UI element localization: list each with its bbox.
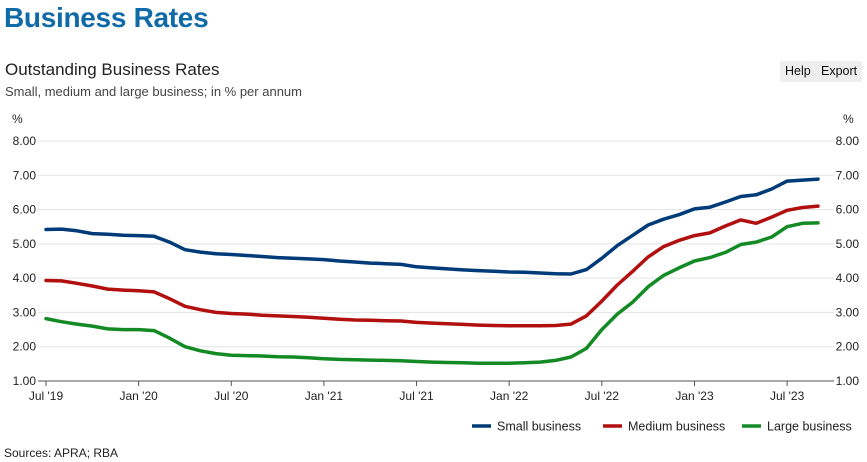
y-tick-label-left: 2.00	[13, 340, 37, 354]
y-tick-label-left: 6.00	[13, 203, 37, 217]
x-tick-label: Jan '20	[119, 389, 158, 403]
legend-label-small: Small business	[497, 420, 581, 434]
x-tick-label: Jan '21	[305, 389, 344, 403]
y-tick-label-left: 3.00	[13, 305, 37, 319]
axes: % % 1.00 1.00 2.00 2.00 3.00 3.00 4.00 4.00 5.00…	[12, 112, 859, 403]
export-button[interactable]: Export	[816, 61, 863, 82]
series-line-medium	[44, 204, 820, 328]
y-tick-label-left: 4.00	[13, 271, 37, 285]
series-line-large	[44, 221, 820, 365]
series-lines	[44, 177, 820, 365]
x-tick-label: Jan '22	[490, 389, 529, 403]
y-tick-label-left: 7.00	[13, 168, 37, 182]
legend: Small business Medium business Large busin…	[472, 420, 852, 434]
y-tick-label-right: 3.00	[836, 305, 860, 319]
x-tick-label: Jul '21	[399, 389, 434, 403]
y-tick-label-right: 4.00	[836, 271, 860, 285]
page-title: Business Rates	[4, 2, 209, 33]
y-tick-label-right: 2.00	[836, 340, 860, 354]
x-tick-label: Jul '22	[585, 389, 620, 403]
y-tick-label-right: 7.00	[836, 168, 860, 182]
y-tick-label-left: 8.00	[13, 134, 37, 148]
y-tick-label-right: 8.00	[836, 134, 860, 148]
y-tick-label-right: 6.00	[836, 203, 860, 217]
series-line-small	[44, 177, 820, 276]
y-axis-unit-left: %	[12, 112, 23, 126]
chart-title: Outstanding Business Rates	[5, 60, 220, 79]
y-tick-label-right: 1.00	[836, 374, 860, 388]
x-tick-label: Jul '20	[214, 389, 249, 403]
legend-label-medium: Medium business	[628, 420, 725, 434]
x-tick-label: Jul '19	[29, 389, 64, 403]
legend-label-large: Large business	[767, 420, 852, 434]
y-tick-label-right: 5.00	[836, 237, 860, 251]
y-tick-label-left: 5.00	[13, 237, 37, 251]
help-button[interactable]: Help	[780, 61, 816, 82]
sources-note: Sources: APRA; RBA	[4, 446, 119, 460]
chart-subtitle: Small, medium and large business; in % p…	[5, 84, 302, 99]
x-tick-label: Jul '23	[770, 389, 805, 403]
y-axis-unit-right: %	[843, 112, 854, 126]
x-tick-label: Jan '23	[675, 389, 714, 403]
gridlines	[38, 140, 834, 348]
y-tick-label-left: 1.00	[13, 374, 37, 388]
